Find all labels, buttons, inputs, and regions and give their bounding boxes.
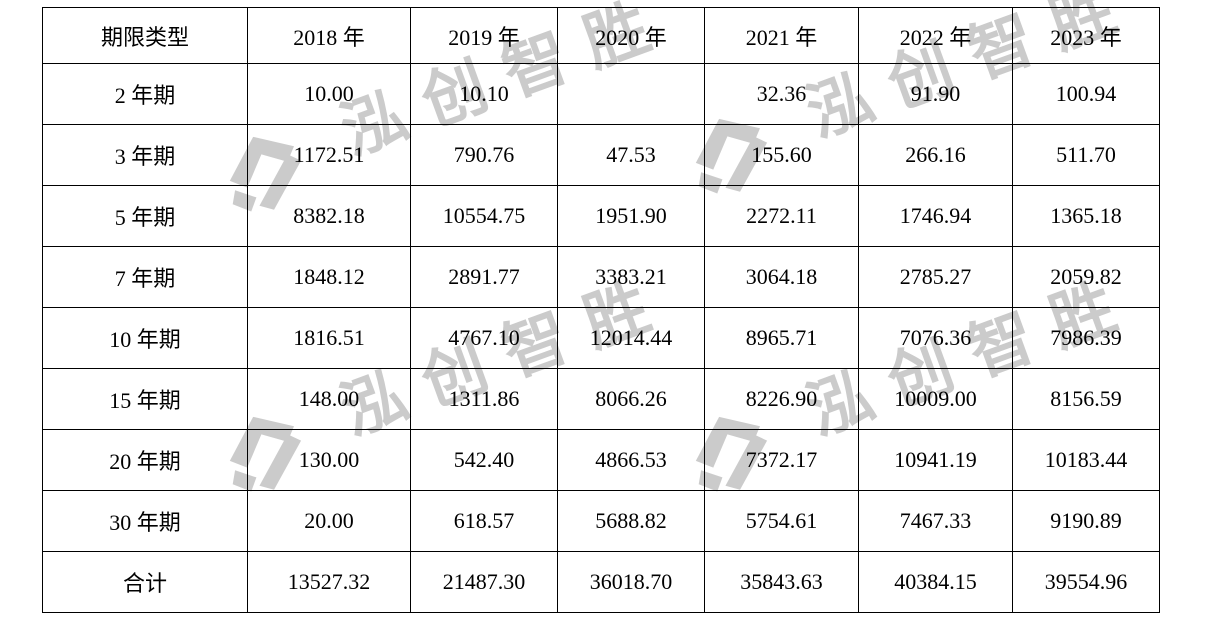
row-label: 20 年期 (42, 429, 248, 491)
value-cell (557, 63, 705, 125)
value-cell: 8382.18 (247, 185, 411, 247)
value-cell: 1172.51 (247, 124, 411, 186)
row-label: 2 年期 (42, 63, 248, 125)
value-cell: 35843.63 (704, 551, 859, 613)
table-header-row: 期限类型 2018 年 2019 年 2020 年 2021 年 2022 年 2023 年 (42, 7, 1160, 64)
table-body: 2 年期 10.00 10.10 32.36 91.90 100.94 3 年期 1172.5… (42, 63, 1160, 613)
value-cell: 40384.15 (858, 551, 1013, 613)
value-cell: 7372.17 (704, 429, 859, 491)
value-cell: 790.76 (410, 124, 558, 186)
table-row: 15 年期 148.00 1311.86 8066.26 8226.90 10009.00… (42, 368, 1160, 430)
value-cell: 20.00 (247, 490, 411, 552)
value-cell: 5688.82 (557, 490, 705, 552)
value-cell: 155.60 (704, 124, 859, 186)
value-cell: 21487.30 (410, 551, 558, 613)
value-cell: 148.00 (247, 368, 411, 430)
value-cell: 8066.26 (557, 368, 705, 430)
value-cell: 47.53 (557, 124, 705, 186)
value-cell: 8156.59 (1012, 368, 1160, 430)
value-cell: 36018.70 (557, 551, 705, 613)
value-cell: 8965.71 (704, 307, 859, 369)
value-cell: 618.57 (410, 490, 558, 552)
column-header-year: 2021 年 (704, 7, 859, 64)
value-cell: 10941.19 (858, 429, 1013, 491)
value-cell: 5754.61 (704, 490, 859, 552)
value-cell: 1816.51 (247, 307, 411, 369)
value-cell: 3064.18 (704, 246, 859, 308)
table-row: 2 年期 10.00 10.10 32.36 91.90 100.94 (42, 63, 1160, 125)
value-cell: 10.00 (247, 63, 411, 125)
table-row: 10 年期 1816.51 4767.10 12014.44 8965.71 7076.3… (42, 307, 1160, 369)
column-header-year: 2018 年 (247, 7, 411, 64)
value-cell: 4866.53 (557, 429, 705, 491)
value-cell: 10.10 (410, 63, 558, 125)
value-cell: 7986.39 (1012, 307, 1160, 369)
table-row: 合计 13527.32 21487.30 36018.70 35843.63 40384.… (42, 551, 1160, 613)
row-label: 3 年期 (42, 124, 248, 186)
row-label: 30 年期 (42, 490, 248, 552)
value-cell: 1311.86 (410, 368, 558, 430)
value-cell: 2059.82 (1012, 246, 1160, 308)
value-cell: 2785.27 (858, 246, 1013, 308)
term-structure-table: 期限类型 2018 年 2019 年 2020 年 2021 年 2022 年 2023 年… (42, 7, 1160, 613)
value-cell: 10554.75 (410, 185, 558, 247)
value-cell: 3383.21 (557, 246, 705, 308)
value-cell: 7467.33 (858, 490, 1013, 552)
table-row: 7 年期 1848.12 2891.77 3383.21 3064.18 2785.27 2… (42, 246, 1160, 308)
value-cell: 1848.12 (247, 246, 411, 308)
value-cell: 91.90 (858, 63, 1013, 125)
column-header-year: 2019 年 (410, 7, 558, 64)
value-cell: 511.70 (1012, 124, 1160, 186)
value-cell: 542.40 (410, 429, 558, 491)
table-row: 20 年期 130.00 542.40 4866.53 7372.17 10941.19 1… (42, 429, 1160, 491)
table-row: 3 年期 1172.51 790.76 47.53 155.60 266.16 511.70 (42, 124, 1160, 186)
value-cell: 1951.90 (557, 185, 705, 247)
value-cell: 39554.96 (1012, 551, 1160, 613)
value-cell: 130.00 (247, 429, 411, 491)
value-cell: 1746.94 (858, 185, 1013, 247)
row-label: 合计 (42, 551, 248, 613)
row-label: 5 年期 (42, 185, 248, 247)
value-cell: 10183.44 (1012, 429, 1160, 491)
value-cell: 12014.44 (557, 307, 705, 369)
value-cell: 32.36 (704, 63, 859, 125)
value-cell: 100.94 (1012, 63, 1160, 125)
column-header-year: 2020 年 (557, 7, 705, 64)
value-cell: 1365.18 (1012, 185, 1160, 247)
row-label: 7 年期 (42, 246, 248, 308)
column-header-year: 2022 年 (858, 7, 1013, 64)
row-label: 15 年期 (42, 368, 248, 430)
value-cell: 2891.77 (410, 246, 558, 308)
column-header-year: 2023 年 (1012, 7, 1160, 64)
table-header: 期限类型 2018 年 2019 年 2020 年 2021 年 2022 年 2023 年 (42, 7, 1160, 64)
table-row: 5 年期 8382.18 10554.75 1951.90 2272.11 1746.94… (42, 185, 1160, 247)
value-cell: 266.16 (858, 124, 1013, 186)
value-cell: 8226.90 (704, 368, 859, 430)
value-cell: 13527.32 (247, 551, 411, 613)
value-cell: 9190.89 (1012, 490, 1160, 552)
column-header-term-type: 期限类型 (42, 7, 248, 64)
table-row: 30 年期 20.00 618.57 5688.82 5754.61 7467.33 919… (42, 490, 1160, 552)
value-cell: 7076.36 (858, 307, 1013, 369)
value-cell: 2272.11 (704, 185, 859, 247)
row-label: 10 年期 (42, 307, 248, 369)
value-cell: 4767.10 (410, 307, 558, 369)
value-cell: 10009.00 (858, 368, 1013, 430)
